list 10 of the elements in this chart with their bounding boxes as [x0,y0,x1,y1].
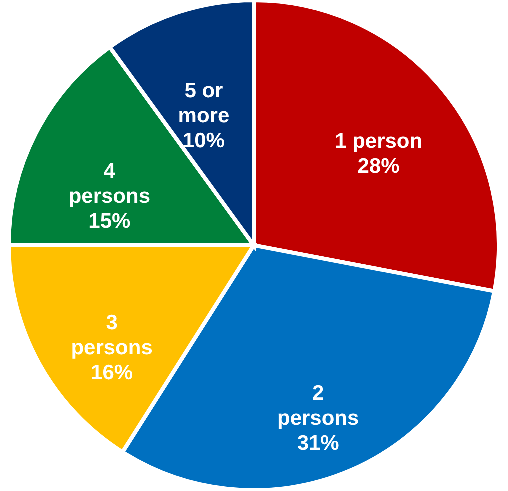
slice-label: 1 person [335,130,423,154]
slice-label: 3 persons [71,312,153,360]
data-label: 28% [358,155,400,178]
data-label: 15% [88,210,131,233]
data-label: 31% [297,432,340,456]
slice-label: 4 persons [68,160,151,208]
data-label: 10% [182,129,226,152]
data-label: 16% [91,362,134,385]
slice-label: 2 persons [277,382,360,430]
slice-label: 5 or more [178,79,230,128]
